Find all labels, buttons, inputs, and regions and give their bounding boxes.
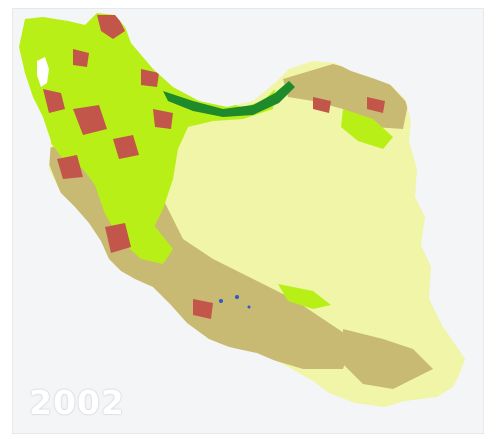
lake-urmia <box>37 57 49 87</box>
cropland-patch-5 <box>57 155 83 179</box>
cropland-patch-9 <box>313 97 331 113</box>
grassland-patch-central <box>278 284 331 309</box>
grassland-patch-northeast <box>341 109 393 149</box>
shrubland-region-northeast <box>283 64 408 129</box>
wetland-dot-1 <box>219 299 223 303</box>
cropland-patch-2 <box>43 89 65 113</box>
cropland-patch-6 <box>105 223 131 253</box>
cropland-patch-11 <box>193 299 213 319</box>
grassland-region-zagros <box>93 179 173 264</box>
year-label: 2002 <box>29 383 125 422</box>
forest-caspian <box>163 81 295 117</box>
cropland-patch-7 <box>153 109 173 129</box>
cropland-patch-1 <box>97 15 125 39</box>
shrubland-region-south <box>343 329 433 389</box>
cropland-patch-10 <box>367 97 385 113</box>
land-cover-layers <box>19 13 433 389</box>
cropland-patch-12 <box>73 49 89 67</box>
wetland-dot-2 <box>235 295 239 299</box>
cropland-patch-4 <box>113 135 139 159</box>
wetland-dot-3 <box>247 305 251 309</box>
land-cover-map <box>19 13 465 407</box>
cropland-patch-8 <box>141 69 159 87</box>
cropland-patch-3 <box>73 105 107 135</box>
map-panel: 2002 <box>12 8 484 434</box>
